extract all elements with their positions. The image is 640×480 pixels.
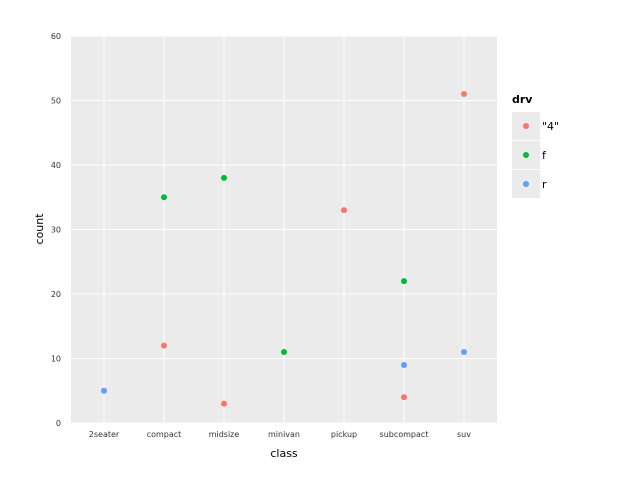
data-point	[161, 342, 167, 349]
data-point	[101, 387, 107, 394]
x-axis-title: class	[270, 447, 298, 460]
x-tick-label: 2seater	[89, 430, 120, 439]
tick-labels: 0 10 20 30 40 50 60 2seater compact midsize miniva…	[51, 32, 471, 439]
y-tick-label: 10	[51, 355, 61, 364]
data-point	[221, 174, 227, 181]
data-point	[461, 349, 467, 356]
x-tick-label: midsize	[209, 430, 240, 439]
data-point	[461, 91, 467, 98]
data-point	[161, 194, 167, 201]
x-tick-label: suv	[457, 430, 471, 439]
legend-swatch	[523, 152, 529, 158]
legend-swatch	[523, 181, 529, 187]
legend-title: drv	[512, 93, 533, 106]
data-points	[101, 91, 467, 407]
y-tick-label: 50	[51, 97, 61, 106]
gridlines	[71, 35, 497, 424]
y-axis-title: count	[33, 213, 46, 245]
data-point	[401, 361, 407, 368]
x-tick-label: minivan	[268, 430, 300, 439]
y-tick-label: 30	[51, 226, 61, 235]
y-tick-label: 60	[51, 32, 61, 41]
legend-label: f	[542, 149, 547, 162]
legend-label: r	[542, 178, 547, 191]
y-tick-label: 20	[51, 290, 61, 299]
x-tick-label: compact	[147, 430, 182, 439]
data-point	[341, 207, 347, 214]
legend: drv "4" f r	[512, 93, 559, 198]
legend-label: "4"	[542, 120, 559, 133]
x-tick-label: subcompact	[380, 430, 429, 439]
data-point	[221, 400, 227, 407]
data-point	[281, 349, 287, 356]
y-tick-label: 40	[51, 161, 61, 170]
y-tick-label: 0	[56, 419, 61, 428]
x-tick-label: pickup	[331, 430, 357, 439]
data-point	[401, 394, 407, 401]
data-point	[401, 278, 407, 285]
legend-swatch	[523, 123, 529, 129]
